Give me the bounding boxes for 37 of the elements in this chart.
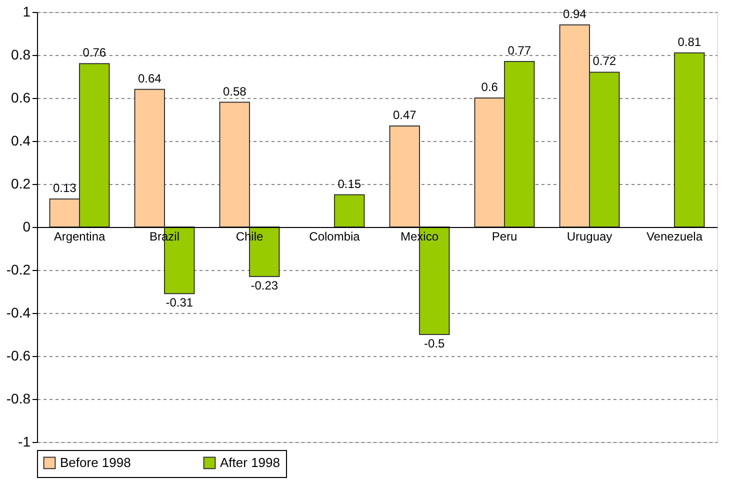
data-label: 0.58 xyxy=(222,84,247,98)
data-label: 0.77 xyxy=(508,43,532,58)
data-label: 0.72 xyxy=(592,54,616,68)
y-tick-label: -1 xyxy=(18,434,31,450)
legend-label: After 1998 xyxy=(220,454,280,470)
y-tick-label: -0.2 xyxy=(6,262,31,278)
x-tick-label: Venezuela xyxy=(646,230,703,244)
data-label: 0.13 xyxy=(52,181,77,196)
y-tick-label: -0.4 xyxy=(6,304,31,320)
x-tick-label: Colombia xyxy=(309,230,360,244)
data-label: 0.6 xyxy=(481,80,498,94)
y-tick-label: 0.2 xyxy=(11,176,31,192)
x-tick-label: Argentina xyxy=(54,230,106,244)
y-tick-label: 1 xyxy=(22,4,31,20)
data-label: 0.15 xyxy=(338,176,362,191)
y-tick-label: 0 xyxy=(22,218,31,234)
x-tick-label: Mexico xyxy=(400,230,439,244)
bar xyxy=(334,194,365,228)
data-label: 0.76 xyxy=(82,46,106,60)
data-label: 0.81 xyxy=(678,34,702,49)
data-label: -0.23 xyxy=(250,278,278,292)
data-label: -0.5 xyxy=(424,336,446,350)
data-label: 0.47 xyxy=(392,108,417,122)
y-tick-label: 0.4 xyxy=(11,132,31,148)
y-tick-label: -0.8 xyxy=(6,390,31,406)
x-tick-label: Uruguay xyxy=(566,230,612,244)
y-tick-label: -0.6 xyxy=(6,348,31,364)
data-label: -0.31 xyxy=(166,296,194,310)
y-tick-label: 0.8 xyxy=(11,46,31,62)
bar xyxy=(674,52,705,228)
legend-label: Before 1998 xyxy=(60,454,131,470)
x-tick-label: Peru xyxy=(492,230,518,244)
x-tick-label: Brazil xyxy=(149,230,180,244)
data-label: 0.94 xyxy=(562,6,587,21)
x-tick-label: Chile xyxy=(236,230,264,244)
y-tick-label: 0.6 xyxy=(11,90,31,106)
data-label: 0.64 xyxy=(138,71,162,86)
